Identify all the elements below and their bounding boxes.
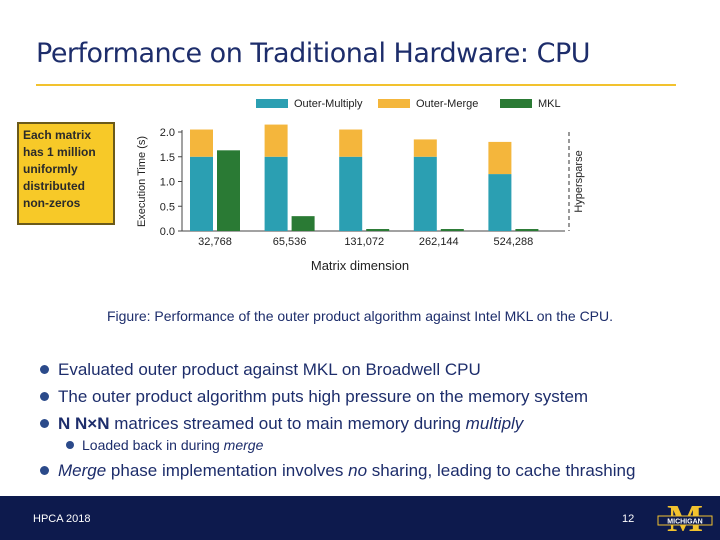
bar-mkl bbox=[217, 150, 240, 231]
bullet-text-run: Merge bbox=[58, 461, 107, 480]
callout-line: has 1 million bbox=[23, 145, 96, 159]
bullet-text-run: Evaluated outer product against MKL on B… bbox=[58, 360, 481, 379]
callout-line: Each matrix bbox=[23, 128, 92, 142]
bullet-item: N N×N matrices streamed out to main memo… bbox=[40, 410, 710, 437]
conference-label: HPCA 2018 bbox=[33, 513, 91, 525]
x-tick-label: 524,288 bbox=[494, 236, 534, 248]
bullet-text-run: merge bbox=[223, 437, 264, 453]
legend-label: Outer-Multiply bbox=[294, 98, 363, 110]
y-tick-label: 2.0 bbox=[160, 127, 175, 139]
bar-outer-multiply bbox=[488, 174, 512, 231]
legend-swatch bbox=[378, 99, 410, 108]
bar-outer-merge bbox=[190, 129, 213, 157]
bar-mkl bbox=[366, 229, 390, 231]
bullet-text-run: no bbox=[348, 461, 368, 480]
bullet-text-run: multiply bbox=[465, 414, 524, 433]
callout-line: distributed bbox=[23, 179, 85, 193]
bullet-item: Evaluated outer product against MKL on B… bbox=[40, 356, 710, 383]
x-tick-label: 32,768 bbox=[198, 236, 232, 248]
callout-line: uniformly bbox=[23, 162, 78, 176]
y-tick-label: 0.5 bbox=[160, 201, 175, 213]
bar-outer-merge bbox=[264, 124, 288, 157]
bar-outer-merge bbox=[413, 139, 437, 157]
bar-mkl bbox=[291, 216, 315, 231]
x-tick-label: 131,072 bbox=[344, 236, 384, 248]
bar-mkl bbox=[440, 229, 464, 231]
y-tick-label: 1.0 bbox=[160, 177, 175, 189]
bar-outer-merge bbox=[339, 129, 363, 157]
bullet-text-run: sharing, leading to cache thrashing bbox=[367, 461, 636, 480]
bullet-text-run: The outer product algorithm puts high pr… bbox=[58, 387, 589, 406]
title-underline bbox=[36, 84, 676, 86]
callout-box: Each matrix has 1 million uniformly distrib… bbox=[17, 122, 115, 225]
bullet-text-run: Loaded back in during bbox=[82, 437, 224, 453]
bar-outer-merge bbox=[488, 141, 512, 175]
logo-wordmark: MICHIGAN bbox=[667, 519, 702, 526]
callout-line: non-zeros bbox=[23, 196, 81, 210]
legend-label: Outer-Merge bbox=[416, 98, 478, 110]
michigan-logo: M MICHIGAN bbox=[655, 500, 715, 538]
x-tick-label: 262,144 bbox=[419, 236, 459, 248]
legend-swatch bbox=[256, 99, 288, 108]
hypersparse-annotation: Hypersparse bbox=[573, 150, 585, 212]
bar-outer-multiply bbox=[264, 156, 288, 231]
bullet-list: Evaluated outer product against MKL on B… bbox=[40, 356, 710, 484]
y-tick-label: 0.0 bbox=[160, 226, 175, 238]
bullet-text-run: phase implementation involves bbox=[106, 461, 349, 480]
page-number: 12 bbox=[622, 513, 635, 525]
execution-time-chart: Outer-Multiply Outer-Merge MKL 0.0 0.5 1.0 1.5… bbox=[136, 98, 585, 248]
legend-label: MKL bbox=[538, 98, 561, 110]
bullet-item: The outer product algorithm puts high pr… bbox=[40, 383, 710, 410]
bullet-item: Merge phase implementation involves no s… bbox=[40, 457, 710, 484]
bullet-text-run: matrices streamed out to main memory dur… bbox=[109, 414, 466, 433]
bar-outer-multiply bbox=[413, 156, 437, 231]
footer-bar: HPCA 2018 12 bbox=[0, 496, 720, 540]
legend-swatch bbox=[500, 99, 532, 108]
x-axis-title: Matrix dimension bbox=[310, 258, 410, 273]
bar-mkl bbox=[515, 229, 539, 231]
x-tick-label: 65,536 bbox=[273, 236, 307, 248]
sub-bullet-item: Loaded back in during merge bbox=[40, 437, 710, 453]
y-axis-label: Execution Time (s) bbox=[136, 136, 148, 227]
y-tick-label: 1.5 bbox=[160, 152, 175, 164]
bar-outer-multiply bbox=[339, 156, 363, 231]
bullet-text-run: N N×N bbox=[58, 414, 110, 433]
figure-caption: Figure: Performance of the outer product… bbox=[106, 308, 614, 324]
slide-title: Performance on Traditional Hardware: CPU bbox=[36, 38, 591, 69]
bar-outer-multiply bbox=[190, 156, 213, 231]
